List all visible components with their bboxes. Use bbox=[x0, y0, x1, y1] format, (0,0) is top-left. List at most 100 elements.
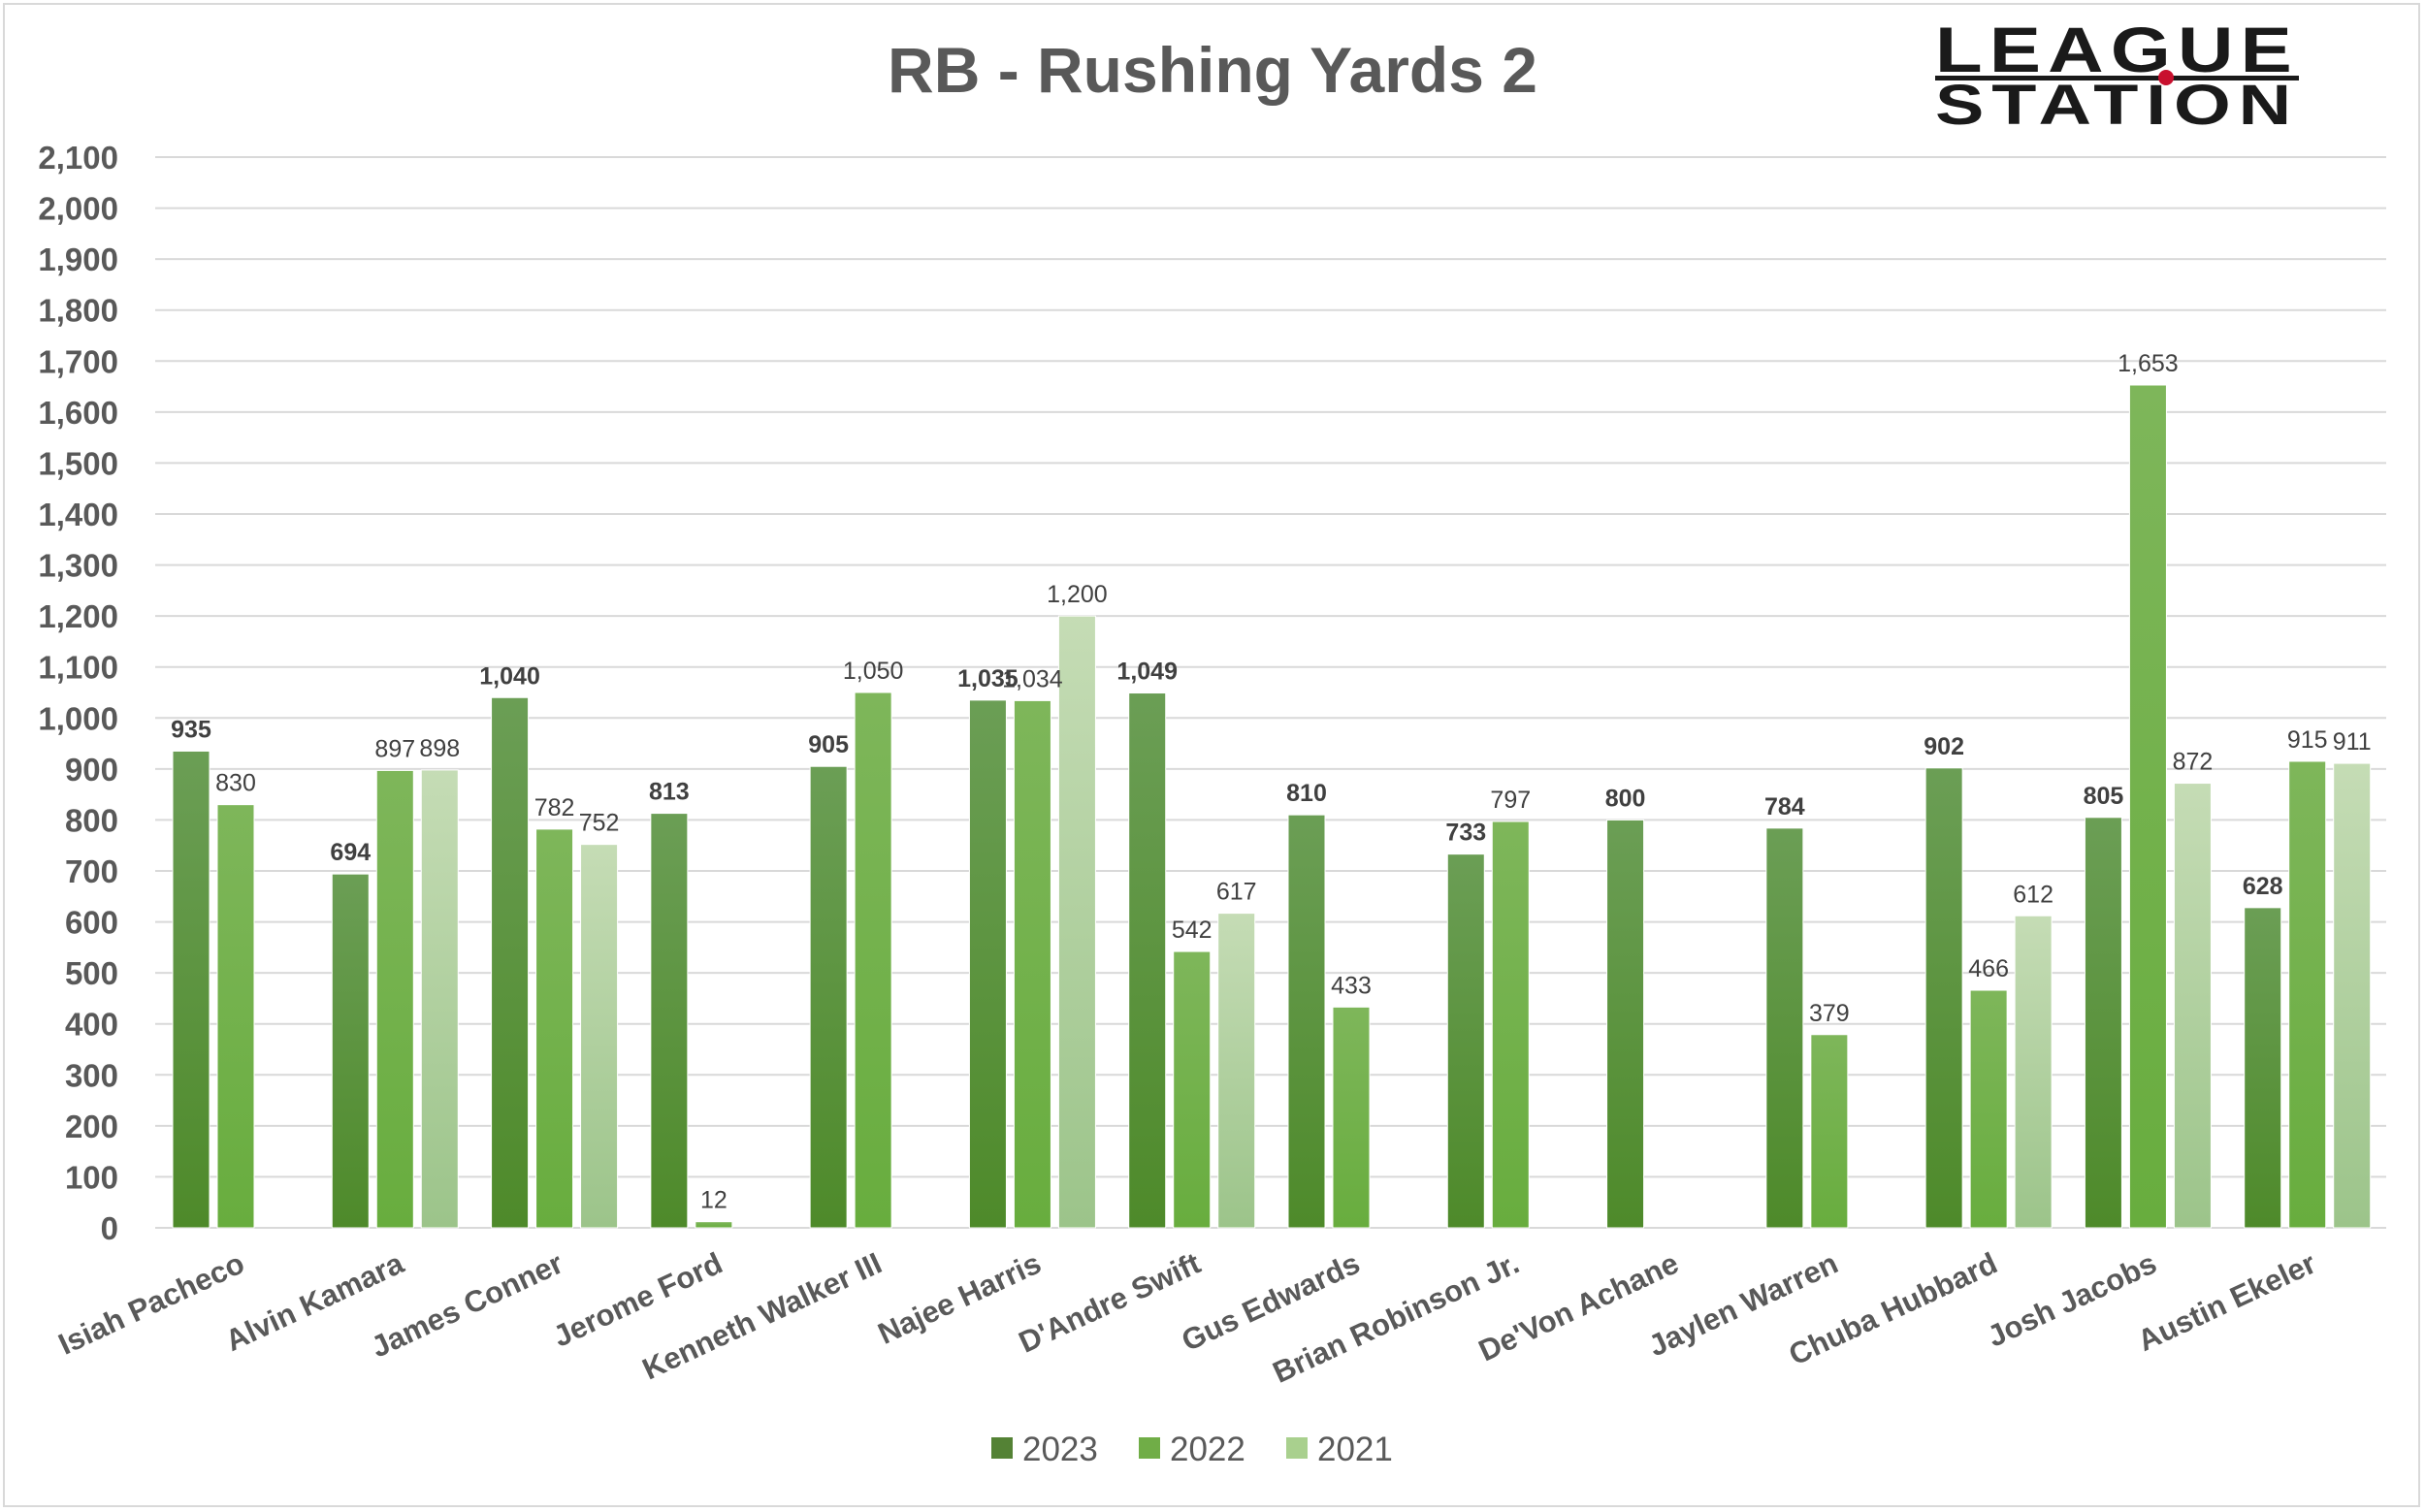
data-label-2021: 898 bbox=[419, 735, 460, 762]
y-tick-label: 1,500 bbox=[38, 445, 118, 481]
bar-2023 bbox=[1446, 853, 1485, 1229]
logo-divider bbox=[1935, 76, 2299, 80]
bar-2022 bbox=[1332, 1006, 1371, 1229]
data-label-2023: 1,040 bbox=[479, 662, 540, 690]
legend-swatch-2021 bbox=[1286, 1437, 1308, 1459]
bar-2022 bbox=[2288, 760, 2327, 1229]
bar-2023 bbox=[2084, 817, 2122, 1229]
bar-2023 bbox=[172, 750, 210, 1229]
bar-2022 bbox=[1810, 1034, 1849, 1229]
bar-2023 bbox=[1765, 827, 1804, 1229]
legend-label-2022: 2022 bbox=[1170, 1431, 1245, 1468]
y-axis-ticks: 0 100 200 300 400 500 600 700 800 900 1,000 1,100 1,… bbox=[38, 140, 118, 1246]
data-label-2022: 1,050 bbox=[843, 658, 904, 685]
bar-2022 bbox=[2128, 384, 2167, 1229]
data-label-2021: 752 bbox=[579, 810, 620, 837]
legend: 2023 2022 2021 bbox=[991, 1431, 1393, 1468]
y-tick-label: 700 bbox=[65, 853, 118, 889]
bar-2023 bbox=[331, 873, 370, 1229]
data-label-2023: 694 bbox=[330, 839, 371, 866]
y-tick-label: 1,700 bbox=[38, 343, 118, 379]
bar-2023 bbox=[968, 699, 1007, 1229]
data-label-2023: 784 bbox=[1764, 793, 1805, 820]
data-label-2022: 379 bbox=[1809, 1000, 1850, 1027]
x-tick-label: D'Andre Swift bbox=[1014, 1246, 1206, 1360]
y-tick-label: 1,400 bbox=[38, 497, 118, 532]
bars bbox=[172, 384, 2372, 1229]
bar-2022 bbox=[854, 692, 892, 1229]
data-label-2022: 830 bbox=[215, 770, 256, 797]
legend-swatch-2023 bbox=[991, 1437, 1013, 1459]
y-tick-label: 800 bbox=[65, 802, 118, 838]
bar-2023 bbox=[1606, 819, 1645, 1229]
x-tick-label: Josh Jacobs bbox=[1983, 1246, 2162, 1354]
y-tick-label: 200 bbox=[65, 1109, 118, 1144]
bar-2023 bbox=[1924, 767, 1963, 1229]
data-label-2022: 433 bbox=[1331, 972, 1372, 999]
x-tick-label: Isiah Pacheco bbox=[53, 1246, 249, 1362]
bar-2023 bbox=[809, 765, 848, 1229]
league-station-logo: LEAGUE STATION bbox=[1935, 14, 2299, 137]
bar-2022 bbox=[695, 1221, 733, 1229]
x-tick-label: Austin Ekeler bbox=[2132, 1246, 2320, 1358]
bar-2023 bbox=[650, 813, 689, 1229]
bar-2021 bbox=[580, 844, 619, 1229]
chart-title: RB - Rushing Yards 2 bbox=[888, 34, 1537, 106]
bar-2023 bbox=[1128, 692, 1167, 1229]
data-label-2022: 782 bbox=[534, 794, 575, 821]
bar-2022 bbox=[1173, 950, 1212, 1229]
y-tick-label: 400 bbox=[65, 1007, 118, 1043]
bar-2022 bbox=[375, 769, 414, 1229]
bar-2022 bbox=[1969, 989, 2008, 1229]
data-label-2022: 12 bbox=[700, 1187, 728, 1214]
data-label-2023: 800 bbox=[1605, 785, 1646, 812]
data-label-2023: 1,035 bbox=[957, 665, 1018, 692]
y-tick-label: 300 bbox=[65, 1057, 118, 1093]
bar-2023 bbox=[491, 696, 530, 1229]
data-label-2021: 872 bbox=[2173, 749, 2214, 776]
data-label-2022: 1,653 bbox=[2118, 350, 2179, 377]
data-label-2023: 902 bbox=[1924, 733, 1964, 760]
logo-line-2: STATION bbox=[1935, 74, 2299, 137]
y-tick-label: 1,800 bbox=[38, 293, 118, 329]
bar-2023 bbox=[1287, 814, 1326, 1229]
y-tick-label: 1,600 bbox=[38, 395, 118, 431]
bar-2022 bbox=[1013, 699, 1051, 1229]
data-label-2022: 897 bbox=[374, 735, 415, 762]
bar-2021 bbox=[1217, 913, 1256, 1229]
bar-2021 bbox=[2173, 783, 2212, 1229]
bar-2023 bbox=[2244, 907, 2282, 1229]
y-tick-label: 1,100 bbox=[38, 650, 118, 686]
data-label-2021: 911 bbox=[2333, 728, 2372, 756]
bar-2022 bbox=[216, 804, 255, 1229]
bar-2021 bbox=[2333, 762, 2372, 1229]
data-label-2023: 810 bbox=[1286, 780, 1327, 807]
data-label-2023: 905 bbox=[808, 731, 849, 758]
y-tick-label: 2,100 bbox=[38, 140, 118, 176]
logo-accent-dot bbox=[2158, 70, 2174, 85]
bar-2021 bbox=[420, 769, 459, 1229]
logo-line-1: LEAGUE bbox=[1935, 14, 2299, 85]
data-label-2022: 466 bbox=[1968, 955, 2009, 982]
y-tick-label: 1,300 bbox=[38, 548, 118, 584]
data-label-2023: 935 bbox=[171, 716, 211, 743]
bar-2021 bbox=[1057, 615, 1096, 1229]
data-label-2021: 1,200 bbox=[1047, 581, 1108, 608]
data-label-2021: 612 bbox=[2013, 881, 2053, 908]
legend-label-2023: 2023 bbox=[1022, 1431, 1098, 1468]
y-tick-label: 2,000 bbox=[38, 191, 118, 227]
legend-label-2021: 2021 bbox=[1317, 1431, 1393, 1468]
data-label-2022: 1,034 bbox=[1002, 665, 1063, 692]
y-tick-label: 1,900 bbox=[38, 241, 118, 277]
data-label-2023: 813 bbox=[649, 779, 690, 806]
bar-2022 bbox=[1491, 820, 1530, 1229]
data-label-2022: 915 bbox=[2287, 726, 2328, 754]
y-tick-label: 0 bbox=[101, 1210, 118, 1246]
y-tick-label: 1,000 bbox=[38, 700, 118, 736]
y-tick-label: 1,200 bbox=[38, 598, 118, 634]
data-label-2023: 628 bbox=[2243, 873, 2283, 900]
y-tick-label: 500 bbox=[65, 955, 118, 991]
data-label-2022: 797 bbox=[1490, 787, 1531, 814]
